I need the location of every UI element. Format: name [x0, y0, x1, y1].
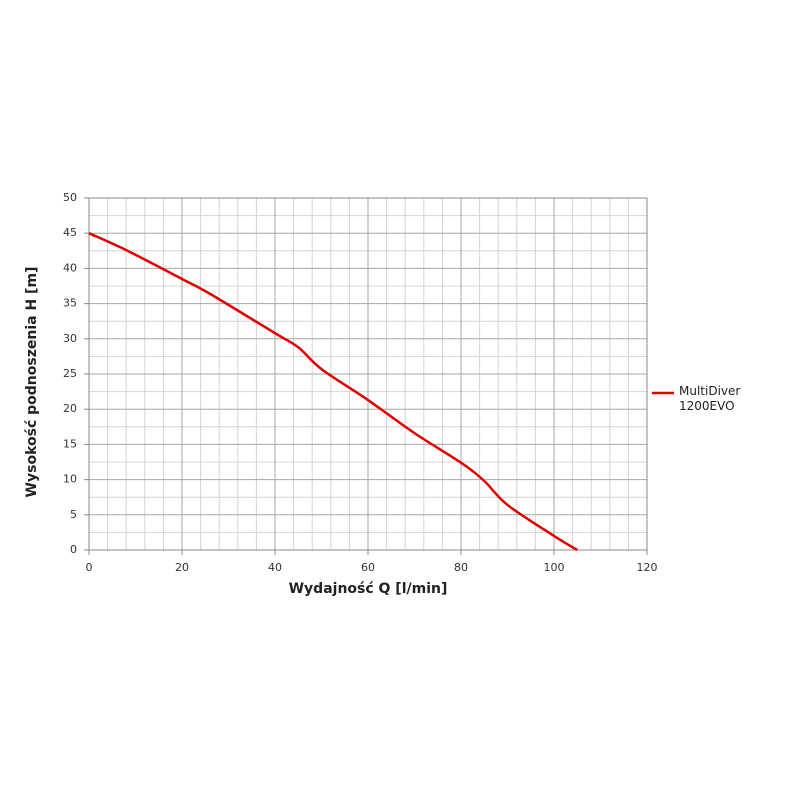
y-axis-title: Wysokość podnoszenia H [m] [24, 267, 40, 498]
y-tick-label: 35 [63, 297, 77, 310]
x-tick-label: 100 [544, 561, 565, 574]
y-tick-label: 20 [63, 402, 77, 415]
y-tick-label: 30 [63, 332, 77, 345]
x-tick-label: 20 [175, 561, 189, 574]
x-axis-title: Wydajność Q [l/min] [289, 581, 448, 597]
y-tick-label: 0 [70, 543, 77, 556]
x-tick-label: 120 [637, 561, 658, 574]
y-tick-label: 5 [70, 508, 77, 521]
y-tick-label: 15 [63, 437, 77, 450]
legend-label: MultiDiver 1200EVO [679, 384, 741, 413]
y-tick-label: 50 [63, 191, 77, 204]
x-tick-label: 40 [268, 561, 282, 574]
x-tick-label: 0 [86, 561, 93, 574]
series-line [88, 232, 578, 552]
y-tick-label: 25 [63, 367, 77, 380]
y-tick-label: 10 [63, 473, 77, 486]
y-tick-label: 45 [63, 226, 77, 239]
x-tick-label: 60 [361, 561, 375, 574]
y-tick-label: 40 [63, 261, 77, 274]
plot-frame [88, 197, 648, 551]
x-tick-label: 80 [454, 561, 468, 574]
